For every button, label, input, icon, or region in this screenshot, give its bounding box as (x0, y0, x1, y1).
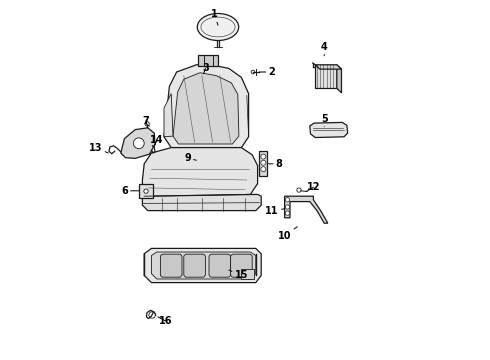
Text: 13: 13 (89, 143, 108, 153)
Circle shape (261, 167, 266, 172)
Text: 7: 7 (143, 116, 149, 128)
Text: 3: 3 (202, 63, 209, 74)
Text: 14: 14 (150, 135, 164, 147)
Circle shape (261, 154, 266, 159)
FancyBboxPatch shape (241, 269, 254, 279)
Polygon shape (164, 94, 173, 137)
Text: 11: 11 (265, 206, 285, 216)
Polygon shape (143, 194, 261, 211)
Polygon shape (144, 248, 261, 283)
Ellipse shape (197, 13, 239, 40)
Circle shape (285, 211, 290, 215)
Text: 12: 12 (306, 182, 320, 192)
Polygon shape (337, 65, 342, 93)
Circle shape (144, 189, 148, 193)
FancyBboxPatch shape (209, 254, 231, 277)
Polygon shape (259, 151, 268, 176)
Polygon shape (285, 196, 328, 223)
Text: 8: 8 (269, 159, 283, 169)
Circle shape (261, 160, 266, 165)
Polygon shape (310, 122, 347, 138)
Text: 4: 4 (321, 42, 328, 56)
Polygon shape (173, 73, 239, 144)
Text: 1: 1 (211, 9, 218, 25)
Polygon shape (315, 65, 342, 69)
Text: 2: 2 (259, 67, 275, 77)
Polygon shape (151, 252, 256, 279)
FancyBboxPatch shape (160, 254, 182, 277)
Text: 6: 6 (121, 186, 139, 196)
Text: 5: 5 (321, 114, 328, 127)
FancyBboxPatch shape (184, 254, 205, 277)
FancyBboxPatch shape (231, 254, 252, 277)
Circle shape (285, 205, 290, 209)
Text: 16: 16 (158, 316, 172, 326)
Circle shape (133, 138, 144, 149)
FancyBboxPatch shape (139, 184, 153, 198)
Polygon shape (315, 65, 337, 88)
Text: 15: 15 (229, 270, 248, 280)
Polygon shape (121, 128, 155, 158)
Polygon shape (164, 64, 248, 148)
Polygon shape (143, 148, 258, 198)
Text: 9: 9 (184, 153, 196, 163)
Circle shape (285, 198, 290, 202)
Text: 10: 10 (278, 227, 297, 241)
FancyBboxPatch shape (198, 55, 218, 66)
